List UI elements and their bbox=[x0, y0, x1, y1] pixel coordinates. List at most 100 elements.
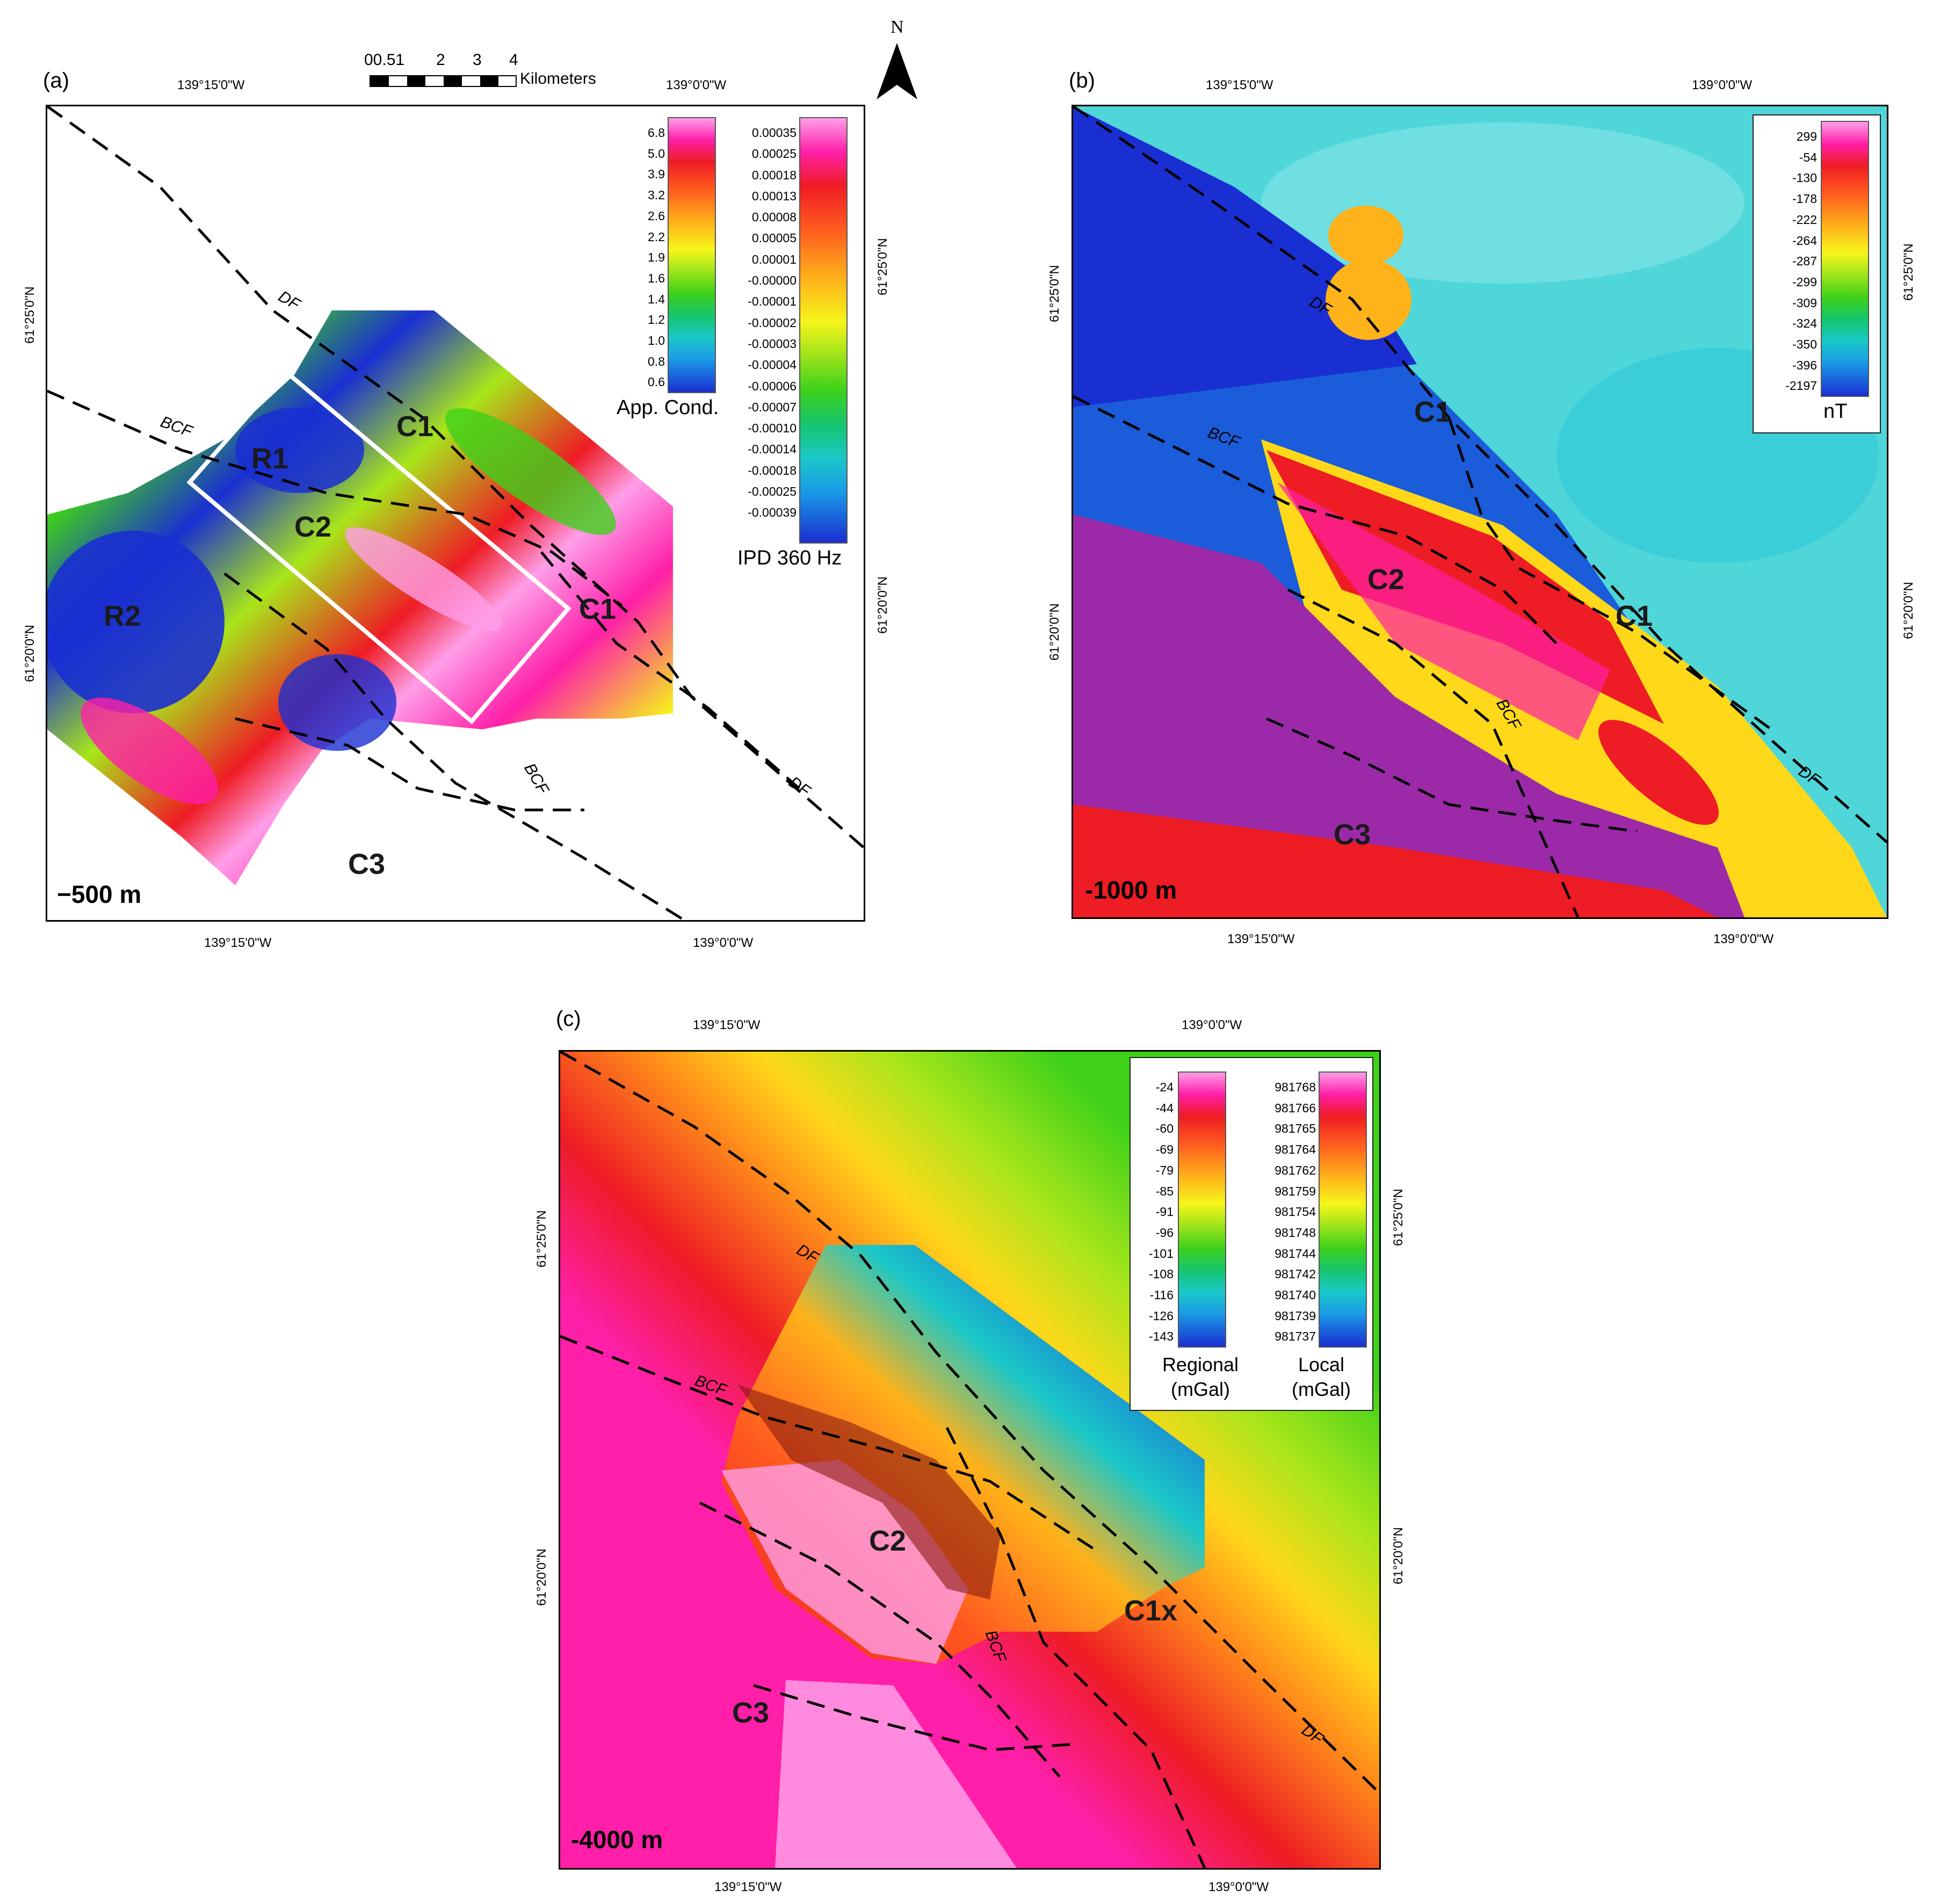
panel-c-legend-right-value-10: 981740 bbox=[1275, 1288, 1316, 1302]
panel-c-legend-right-value-3: 981764 bbox=[1275, 1142, 1316, 1157]
panel-a-legend-right-value-5: 0.00005 bbox=[751, 231, 797, 245]
panel-a-legend-left-value-11: 0.8 bbox=[648, 354, 665, 368]
panel-a-legend-left-value-9: 1.2 bbox=[648, 313, 665, 327]
panel-b-legend-value-7: -299 bbox=[1792, 274, 1817, 289]
panel-c-legend-left-value-11: -126 bbox=[1148, 1308, 1174, 1323]
panel-a-legend-left-value-1: 5.0 bbox=[648, 146, 665, 161]
panel-c-legend-right-ramp bbox=[1319, 1072, 1367, 1348]
panel-a-lat-right-2: 61°20'0"N bbox=[875, 576, 890, 634]
panel-b-legend-ramp bbox=[1821, 121, 1869, 397]
panel-c-legend: -24 -44 -60 -69 -79 -85 -91 -96 -101 -108 -116 -126… bbox=[1130, 1057, 1373, 1411]
panel-b-label-c1-right: C1 bbox=[1616, 600, 1653, 632]
panel-a-legend-left-value-5: 2.2 bbox=[648, 229, 665, 244]
panel-c-legend-right-value-6: 981754 bbox=[1275, 1205, 1316, 1219]
panel-a-legend-right-value-17: -0.00025 bbox=[748, 484, 797, 499]
panel-a-legend-left-value-0: 6.8 bbox=[648, 126, 665, 140]
panel-a-legend-left-value-8: 1.4 bbox=[648, 292, 665, 306]
panel-a-label-r2: R2 bbox=[104, 600, 141, 632]
panel-a-legend-right-value-12: -0.00006 bbox=[748, 379, 797, 393]
panel-c-lat-right-2: 61°20'0"N bbox=[1391, 1527, 1406, 1584]
panel-b-legend-value-6: -287 bbox=[1792, 254, 1817, 269]
scale-bar-tick-3: 3 bbox=[473, 51, 482, 69]
panel-a-lon-bottom-1: 139°15'0"W bbox=[204, 936, 272, 950]
north-arrow-label: N bbox=[891, 17, 904, 37]
panel-c-legend-right-value-2: 981765 bbox=[1275, 1121, 1316, 1136]
panel-a-lon-bottom-2: 139°0'0"W bbox=[693, 936, 754, 950]
panel-b-legend-value-10: -350 bbox=[1792, 337, 1817, 352]
panel-a-legend-right-value-8: -0.00001 bbox=[748, 294, 797, 309]
panel-a-legend-right-ramp bbox=[799, 117, 848, 544]
panel-a-label-c1-top: C1 bbox=[396, 410, 434, 443]
panel-c-legend-left-value-9: -108 bbox=[1148, 1267, 1174, 1282]
panel-c-lon-top-2: 139°0'0"W bbox=[1182, 1018, 1242, 1032]
panel-b-legend-value-8: -309 bbox=[1792, 295, 1817, 310]
panel-b-legend: 299 -54 -130 -178 -222 -264 -287 -299 -309 -324 -3… bbox=[1753, 114, 1881, 433]
panel-c-depth-label: -4000 m bbox=[571, 1826, 663, 1854]
scale-bar-unit: Kilometers bbox=[520, 70, 596, 88]
panel-c-legend-left-value-0: -24 bbox=[1155, 1080, 1174, 1094]
panel-c-legend-left-title: Regional (mGal) bbox=[1162, 1353, 1239, 1400]
panel-b-lat-right-2: 61°20'0"N bbox=[1901, 582, 1916, 639]
panel-a-legend-right-value-0: 0.00035 bbox=[751, 126, 797, 140]
panel-a-legend-left-value-10: 1.0 bbox=[648, 334, 665, 348]
panel-a-legend-right-value-16: -0.00018 bbox=[748, 463, 797, 477]
panel-c-legend-right-value-11: 981739 bbox=[1275, 1308, 1316, 1323]
panel-a-legend-right-values: 0.00035 0.00025 0.00018 0.00013 0.00008 0.000… bbox=[727, 122, 797, 524]
panel-b-depth-label: -1000 m bbox=[1085, 876, 1177, 904]
panel-b-legend-values: 299 -54 -130 -178 -222 -264 -287 -299 -309 -324 -3… bbox=[1758, 126, 1817, 396]
panel-c-legend-left-value-10: -116 bbox=[1149, 1288, 1174, 1302]
panel-b-legend-value-5: -264 bbox=[1792, 233, 1817, 248]
panel-a-legend-left-value-2: 3.9 bbox=[648, 167, 665, 182]
panel-a-legend-right-value-9: -0.00002 bbox=[748, 315, 797, 330]
panel-a-lon-top-2: 139°0'0"W bbox=[666, 78, 727, 92]
panel-a-legend-right-value-18: -0.00039 bbox=[748, 505, 797, 520]
panel-a-map: C1 C1 R1 C2 R2 C3 DF BCF BCF DF −500 m 6… bbox=[46, 105, 865, 922]
panel-c-legend-right-values: 981768 981766 981765 981764 981762 981759 9817… bbox=[1251, 1077, 1316, 1347]
panel-a-lat-left-2: 61°20'0"N bbox=[23, 625, 37, 682]
panel-c-legend-right-value-12: 981737 bbox=[1275, 1329, 1316, 1344]
panel-b-legend-value-12: -2197 bbox=[1785, 379, 1817, 393]
panel-a-legend-left-value-4: 2.6 bbox=[648, 208, 665, 223]
panel-c-legend-left-value-5: -85 bbox=[1155, 1184, 1174, 1198]
panel-c-legend-left-value-8: -101 bbox=[1148, 1246, 1174, 1261]
scale-bar-tick-4: 4 bbox=[509, 51, 518, 69]
panel-a-legend-left-title: App. Cond. bbox=[617, 396, 719, 419]
panel-c-legend-right-title: Local (mGal) bbox=[1292, 1353, 1351, 1400]
panel-a-legend-right-value-7: -0.00000 bbox=[748, 273, 797, 288]
panel-a-legend-left-values: 6.8 5.0 3.9 3.2 2.6 2.2 1.9 1.6 1.4 1.2 1.0 0.8 0.6 bbox=[633, 122, 665, 393]
panel-b-lon-bottom-1: 139°15'0"W bbox=[1227, 932, 1295, 946]
panel-c-label-c3: C3 bbox=[732, 1697, 770, 1729]
panel-a-label-c1-right: C1 bbox=[579, 593, 617, 625]
panel-c-label-c2: C2 bbox=[869, 1525, 907, 1557]
panel-b-lon-top-1: 139°15'0"W bbox=[1206, 78, 1273, 92]
panel-c-lon-top-1: 139°15'0"W bbox=[693, 1018, 761, 1032]
panel-c-legend-right-value-8: 981744 bbox=[1275, 1246, 1316, 1261]
panel-b-legend-value-11: -396 bbox=[1792, 358, 1817, 372]
panel-c-legend-left-value-12: -143 bbox=[1148, 1329, 1174, 1344]
panel-a-lat-left-1: 61°25'0"N bbox=[23, 286, 37, 344]
panel-c-label-c1x: C1x bbox=[1124, 1595, 1178, 1627]
panel-b-lon-top-2: 139°0'0"W bbox=[1692, 78, 1753, 92]
panel-a-legend-right-value-13: -0.00007 bbox=[748, 400, 797, 414]
panel-c-legend-left-value-4: -79 bbox=[1155, 1163, 1174, 1177]
panel-b-legend-value-0: 299 bbox=[1796, 129, 1817, 143]
panel-a-legend-right-value-11: -0.00004 bbox=[748, 358, 797, 372]
panel-a-lat-right-1: 61°25'0"N bbox=[875, 238, 890, 295]
panel-a-depth-label: −500 m bbox=[57, 880, 142, 908]
panel-b-lat-left-1: 61°25'0"N bbox=[1047, 265, 1062, 322]
panel-a-label-r1: R1 bbox=[251, 443, 289, 475]
panel-c-legend-left-value-1: -44 bbox=[1155, 1101, 1174, 1115]
panel-a-legend-left-value-6: 1.9 bbox=[648, 250, 665, 265]
panel-a-legend-right-value-4: 0.00008 bbox=[751, 210, 797, 225]
panel-c-map: C2 C1x C3 DF BCF BCF DF -4000 m -24 -44 -6… bbox=[559, 1050, 1381, 1870]
panel-c-legend-right-value-1: 981766 bbox=[1275, 1101, 1316, 1115]
panel-b-label-c2: C2 bbox=[1367, 563, 1405, 596]
panel-a-lon-top-1: 139°15'0"W bbox=[177, 78, 245, 92]
panel-c-legend-right-value-9: 981742 bbox=[1275, 1267, 1316, 1282]
scale-bar bbox=[370, 75, 517, 87]
panel-a-legend-right-value-15: -0.00014 bbox=[748, 442, 797, 457]
panel-a-legend-right-title: IPD 360 Hz bbox=[737, 547, 842, 569]
panel-c-lat-left-2: 61°20'0"N bbox=[534, 1548, 549, 1606]
panel-c-legend-left-values: -24 -44 -60 -69 -79 -85 -91 -96 -101 -108 -116 -126… bbox=[1133, 1077, 1174, 1347]
panel-a-legend-right-value-3: 0.00013 bbox=[751, 189, 797, 203]
